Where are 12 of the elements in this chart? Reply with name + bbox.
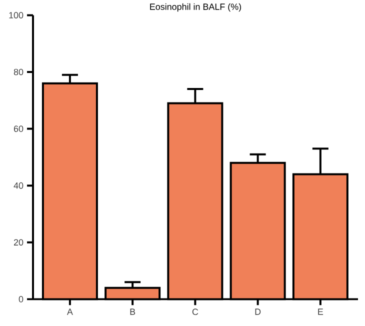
x-tick-label: C (192, 308, 198, 315)
y-tick-label: 20 (14, 239, 24, 246)
y-tick-label: 40 (14, 182, 24, 189)
y-tick-label: 100 (9, 12, 24, 18)
y-tick-label: 80 (14, 68, 24, 76)
x-tick-label: E (318, 308, 324, 315)
x-tick-label: B (130, 308, 136, 315)
chart-title: Eosinophil in BALF (%) (150, 3, 242, 12)
y-tick-label: 0 (18, 296, 24, 302)
y-tick-label: 60 (14, 126, 24, 132)
x-tick-label: A (66, 308, 73, 315)
x-tick-label: D (255, 308, 261, 315)
